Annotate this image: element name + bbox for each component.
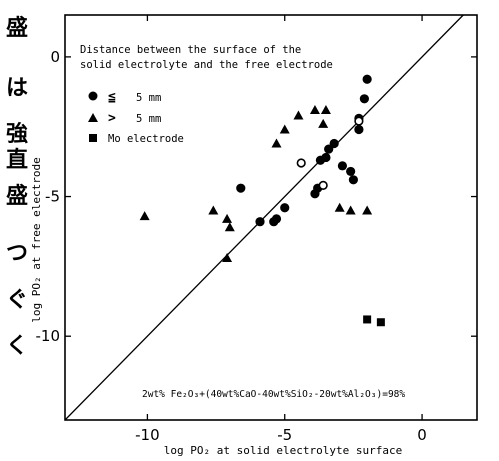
x-tick-label: -10 — [135, 426, 160, 444]
data-point-triangle — [139, 211, 150, 221]
y-tick-label: -5 — [45, 188, 60, 206]
plot-frame — [64, 14, 478, 421]
side-text-char: は — [5, 75, 28, 101]
y-tick-label: -10 — [36, 327, 61, 345]
data-point-triangle — [345, 205, 356, 215]
data-point-open-circle — [296, 158, 306, 168]
data-point-circle — [346, 166, 356, 177]
data-point-triangle — [309, 104, 320, 114]
data-point-circle — [236, 183, 246, 193]
data-point-triangle — [222, 213, 233, 223]
y-tick-label: 0 — [50, 48, 60, 66]
x-tick-label: 0 — [417, 426, 427, 444]
legend-circle-marker — [88, 91, 98, 101]
data-point-triangle — [318, 118, 329, 128]
data-point-circle — [310, 189, 320, 199]
legend-title-line: Distance between the surface of the — [80, 44, 301, 56]
data-point-triangle — [293, 110, 304, 120]
data-point-circle — [315, 155, 326, 165]
data-point-square — [363, 315, 372, 324]
data-point-circle — [359, 94, 369, 104]
data-point-triangle — [224, 222, 235, 232]
data-point-triangle — [208, 205, 219, 215]
data-point-circle — [269, 217, 279, 227]
side-text-char: ぐ — [5, 287, 28, 313]
legend-title-line: solid electrolyte and the free electrode — [80, 59, 333, 71]
data-point-circle — [354, 124, 364, 135]
side-text-char: 強 — [5, 121, 28, 147]
data-point-circle — [362, 74, 372, 84]
side-text-char: 盛 — [5, 183, 28, 209]
data-point-triangle — [271, 138, 282, 148]
data-point-triangle — [362, 205, 373, 215]
data-point-triangle — [334, 202, 345, 212]
data-point-circle — [337, 161, 348, 171]
x-tick-label: -5 — [277, 426, 292, 444]
legend-symbol: ≦ — [108, 90, 116, 105]
diagonal-reference-line — [64, 14, 464, 421]
data-point-triangle — [320, 104, 331, 114]
side-text-char: つ — [5, 240, 28, 266]
data-point-circle — [255, 217, 265, 227]
data-point-circle — [280, 203, 290, 213]
data-point-triangle — [279, 124, 290, 134]
legend-symbol: > — [108, 111, 116, 126]
composition-annotation: 2wt% Fe₂O₃+(40wt%CaO-40wt%SiO₂-20wt%Al₂O… — [142, 389, 405, 400]
side-text-char: く — [5, 333, 28, 359]
side-text-char: 直 — [5, 147, 28, 173]
data-point-open-circle — [354, 116, 364, 126]
legend-square-marker — [89, 134, 97, 142]
data-point-triangle — [222, 253, 233, 262]
legend: Distance between the surface of the soli… — [80, 44, 333, 145]
side-text-char: 盛 — [5, 15, 28, 41]
legend-entry-label: 5 mm — [136, 113, 161, 125]
legend-entry-label: 5 mm — [136, 92, 161, 104]
data-point-circle — [324, 144, 334, 154]
legend-triangle-marker — [88, 113, 98, 122]
y-axis-label: log PO₂ at free electrode — [30, 157, 43, 323]
data-point-open-circle — [318, 180, 328, 190]
x-axis-label: log PO₂ at solid electrolyte surface — [164, 444, 402, 457]
data-point-square — [376, 318, 385, 327]
legend-entry-label: Mo electrode — [108, 133, 184, 145]
data-point-circle — [348, 175, 358, 185]
